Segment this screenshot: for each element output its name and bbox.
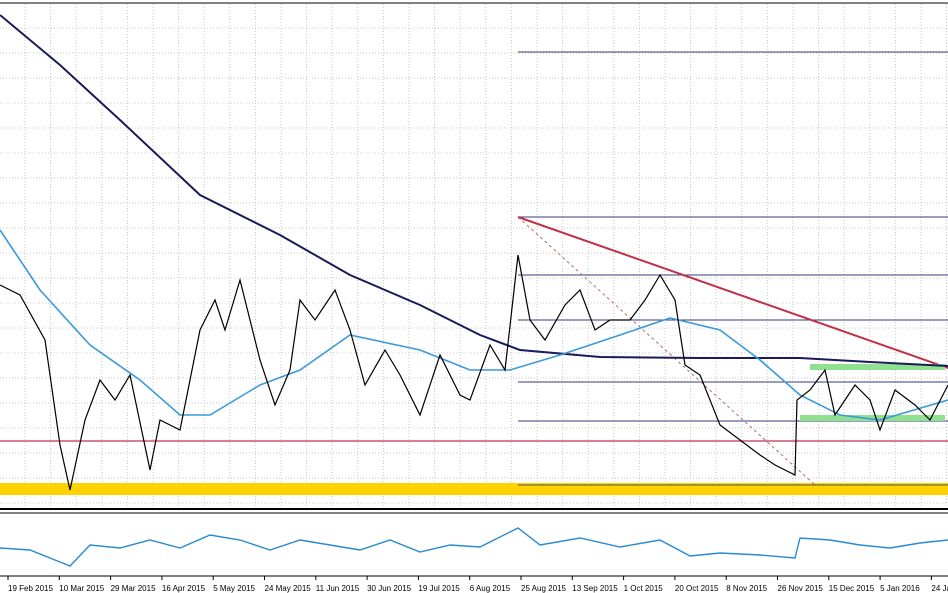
x-tick-label: 29 Mar 2015	[111, 584, 156, 593]
fibonacci-levels	[518, 51, 948, 486]
price-line	[0, 254, 948, 491]
x-tick-label: 10 Mar 2015	[59, 584, 104, 593]
trend-line	[517, 216, 948, 369]
x-axis: 19 Feb 2015 10 Mar 2015 29 Mar 2015 16 Apr …	[7, 576, 948, 593]
grid	[0, 4, 948, 508]
x-tick-label: 13 Sep 2015	[572, 584, 618, 593]
x-tick-label: 16 Apr 2015	[162, 584, 206, 593]
fib-base-line	[517, 216, 816, 486]
oscillator-line	[0, 527, 948, 567]
x-tick-label: 25 Aug 2015	[521, 584, 566, 593]
x-tick-label: 6 Aug 2015	[470, 584, 511, 593]
x-tick-label: 26 Nov 2015	[778, 584, 824, 593]
x-tick-label: 30 Jun 2015	[367, 584, 412, 593]
range-top	[810, 364, 945, 370]
x-tick-label: 19 Feb 2015	[8, 584, 53, 593]
range-bottom	[800, 415, 945, 421]
x-tick-label: 1 Oct 2015	[624, 584, 664, 593]
x-tick-label: 11 Jun 2015	[316, 584, 360, 593]
x-tick-label: 15 Dec 2015	[829, 584, 875, 593]
moving-average-short	[0, 229, 948, 421]
x-tick-label: 24 Jan 2016	[931, 584, 948, 593]
support-zone	[0, 483, 948, 495]
x-tick-label: 19 Jul 2015	[418, 584, 460, 593]
x-tick-label: 8 Nov 2015	[726, 584, 767, 593]
x-tick-label: 5 Jan 2016	[880, 584, 920, 593]
x-tick-label: 5 May 2015	[213, 584, 255, 593]
moving-average-long	[0, 14, 948, 367]
x-tick-label: 20 Oct 2015	[675, 584, 719, 593]
x-tick-label: 24 May 2015	[265, 584, 312, 593]
